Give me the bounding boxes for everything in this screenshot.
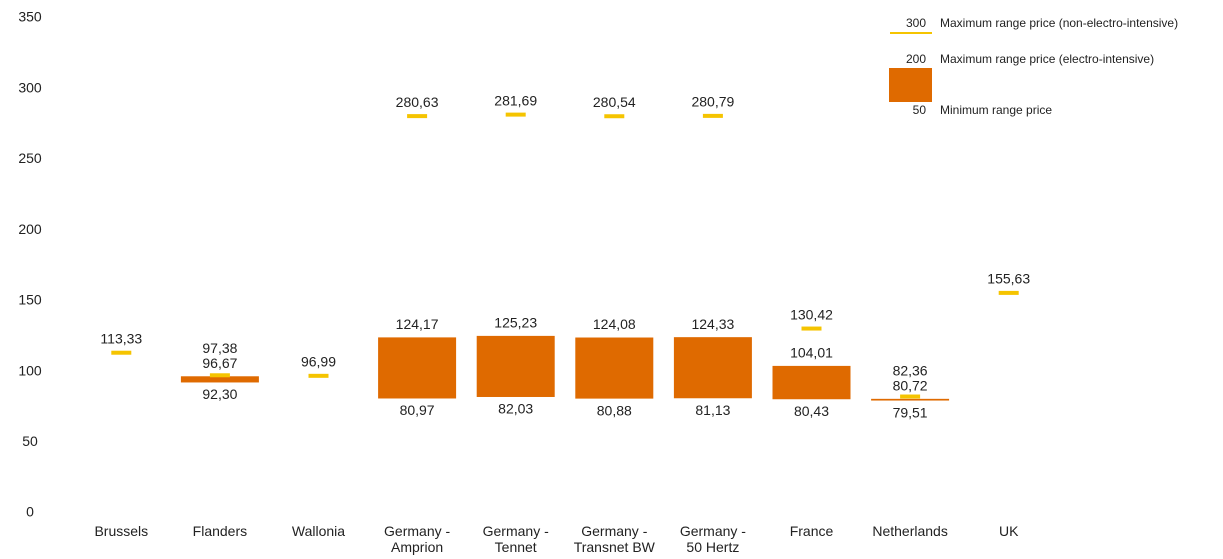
max-tick (209, 373, 230, 378)
data-label: 80,72 (893, 378, 928, 394)
data-label: 81,13 (695, 402, 730, 418)
y-tick-label: 250 (18, 150, 42, 166)
max-tick (604, 114, 625, 119)
data-label: 281,69 (494, 92, 537, 108)
y-tick-label: 200 (18, 221, 42, 237)
range-box (575, 337, 654, 399)
x-tick-label: France (789, 523, 834, 539)
data-label: 104,01 (790, 345, 833, 361)
x-tick-label: Wallonia (291, 523, 346, 539)
max-tick (111, 350, 132, 355)
max-tick (407, 114, 428, 119)
data-label: 82,36 (893, 363, 928, 379)
x-tick-label: Germany - Transnet BW (573, 523, 655, 555)
legend-label: Maximum range price (electro-intensive) (940, 52, 1154, 66)
x-tick-label: Germany - Tennet (482, 523, 549, 555)
max-tick (801, 326, 822, 331)
x-tick-label: Germany - 50 Hertz (679, 523, 746, 555)
range-box (673, 337, 752, 399)
x-tick-label: Netherlands (872, 523, 948, 539)
data-label: 124,08 (593, 316, 636, 332)
legend-sample: 200 (906, 52, 926, 66)
legend-label: Minimum range price (940, 103, 1052, 117)
max-tick (998, 290, 1019, 295)
data-label: 130,42 (790, 306, 833, 322)
max-tick (702, 113, 723, 118)
y-tick-label: 300 (18, 79, 42, 95)
x-tick-label: UK (998, 523, 1019, 539)
legend-sample: 50 (913, 103, 927, 117)
range-box (772, 365, 851, 400)
y-tick-label: 0 (26, 504, 34, 520)
range-box (871, 398, 950, 401)
legend-swatch (889, 68, 932, 102)
range-box (476, 335, 555, 397)
data-label: 280,54 (593, 94, 636, 110)
y-tick-label: 350 (18, 9, 42, 25)
data-label: 124,17 (396, 316, 439, 332)
y-tick-label: 100 (18, 362, 42, 378)
data-label: 155,63 (987, 271, 1030, 287)
data-label: 92,30 (202, 386, 237, 402)
legend-sample: 300 (906, 16, 926, 30)
data-label: 125,23 (494, 315, 537, 331)
y-tick-label: 50 (22, 433, 38, 449)
data-label: 82,03 (498, 401, 533, 417)
max-tick (900, 394, 921, 399)
x-tick-label: Brussels (94, 523, 149, 539)
data-label: 97,38 (202, 340, 237, 356)
max-tick (505, 112, 526, 117)
data-label: 124,33 (691, 316, 734, 332)
data-label: 80,43 (794, 403, 829, 419)
x-tick-label: Flanders (192, 523, 248, 539)
legend-label: Maximum range price (non-electro-intensi… (940, 16, 1178, 30)
data-label: 113,33 (100, 330, 142, 346)
x-tick-label: Germany - Amprion (384, 523, 451, 555)
data-label: 280,63 (396, 94, 439, 110)
data-label: 80,97 (400, 402, 435, 418)
data-label: 96,99 (301, 354, 336, 370)
y-tick-label: 150 (18, 292, 42, 308)
data-label: 280,79 (691, 94, 734, 110)
range-box (180, 376, 259, 383)
data-label: 79,51 (893, 404, 928, 420)
max-tick (308, 373, 329, 378)
data-label: 96,67 (202, 355, 237, 371)
data-label: 80,88 (597, 402, 632, 418)
range-box (378, 337, 457, 399)
